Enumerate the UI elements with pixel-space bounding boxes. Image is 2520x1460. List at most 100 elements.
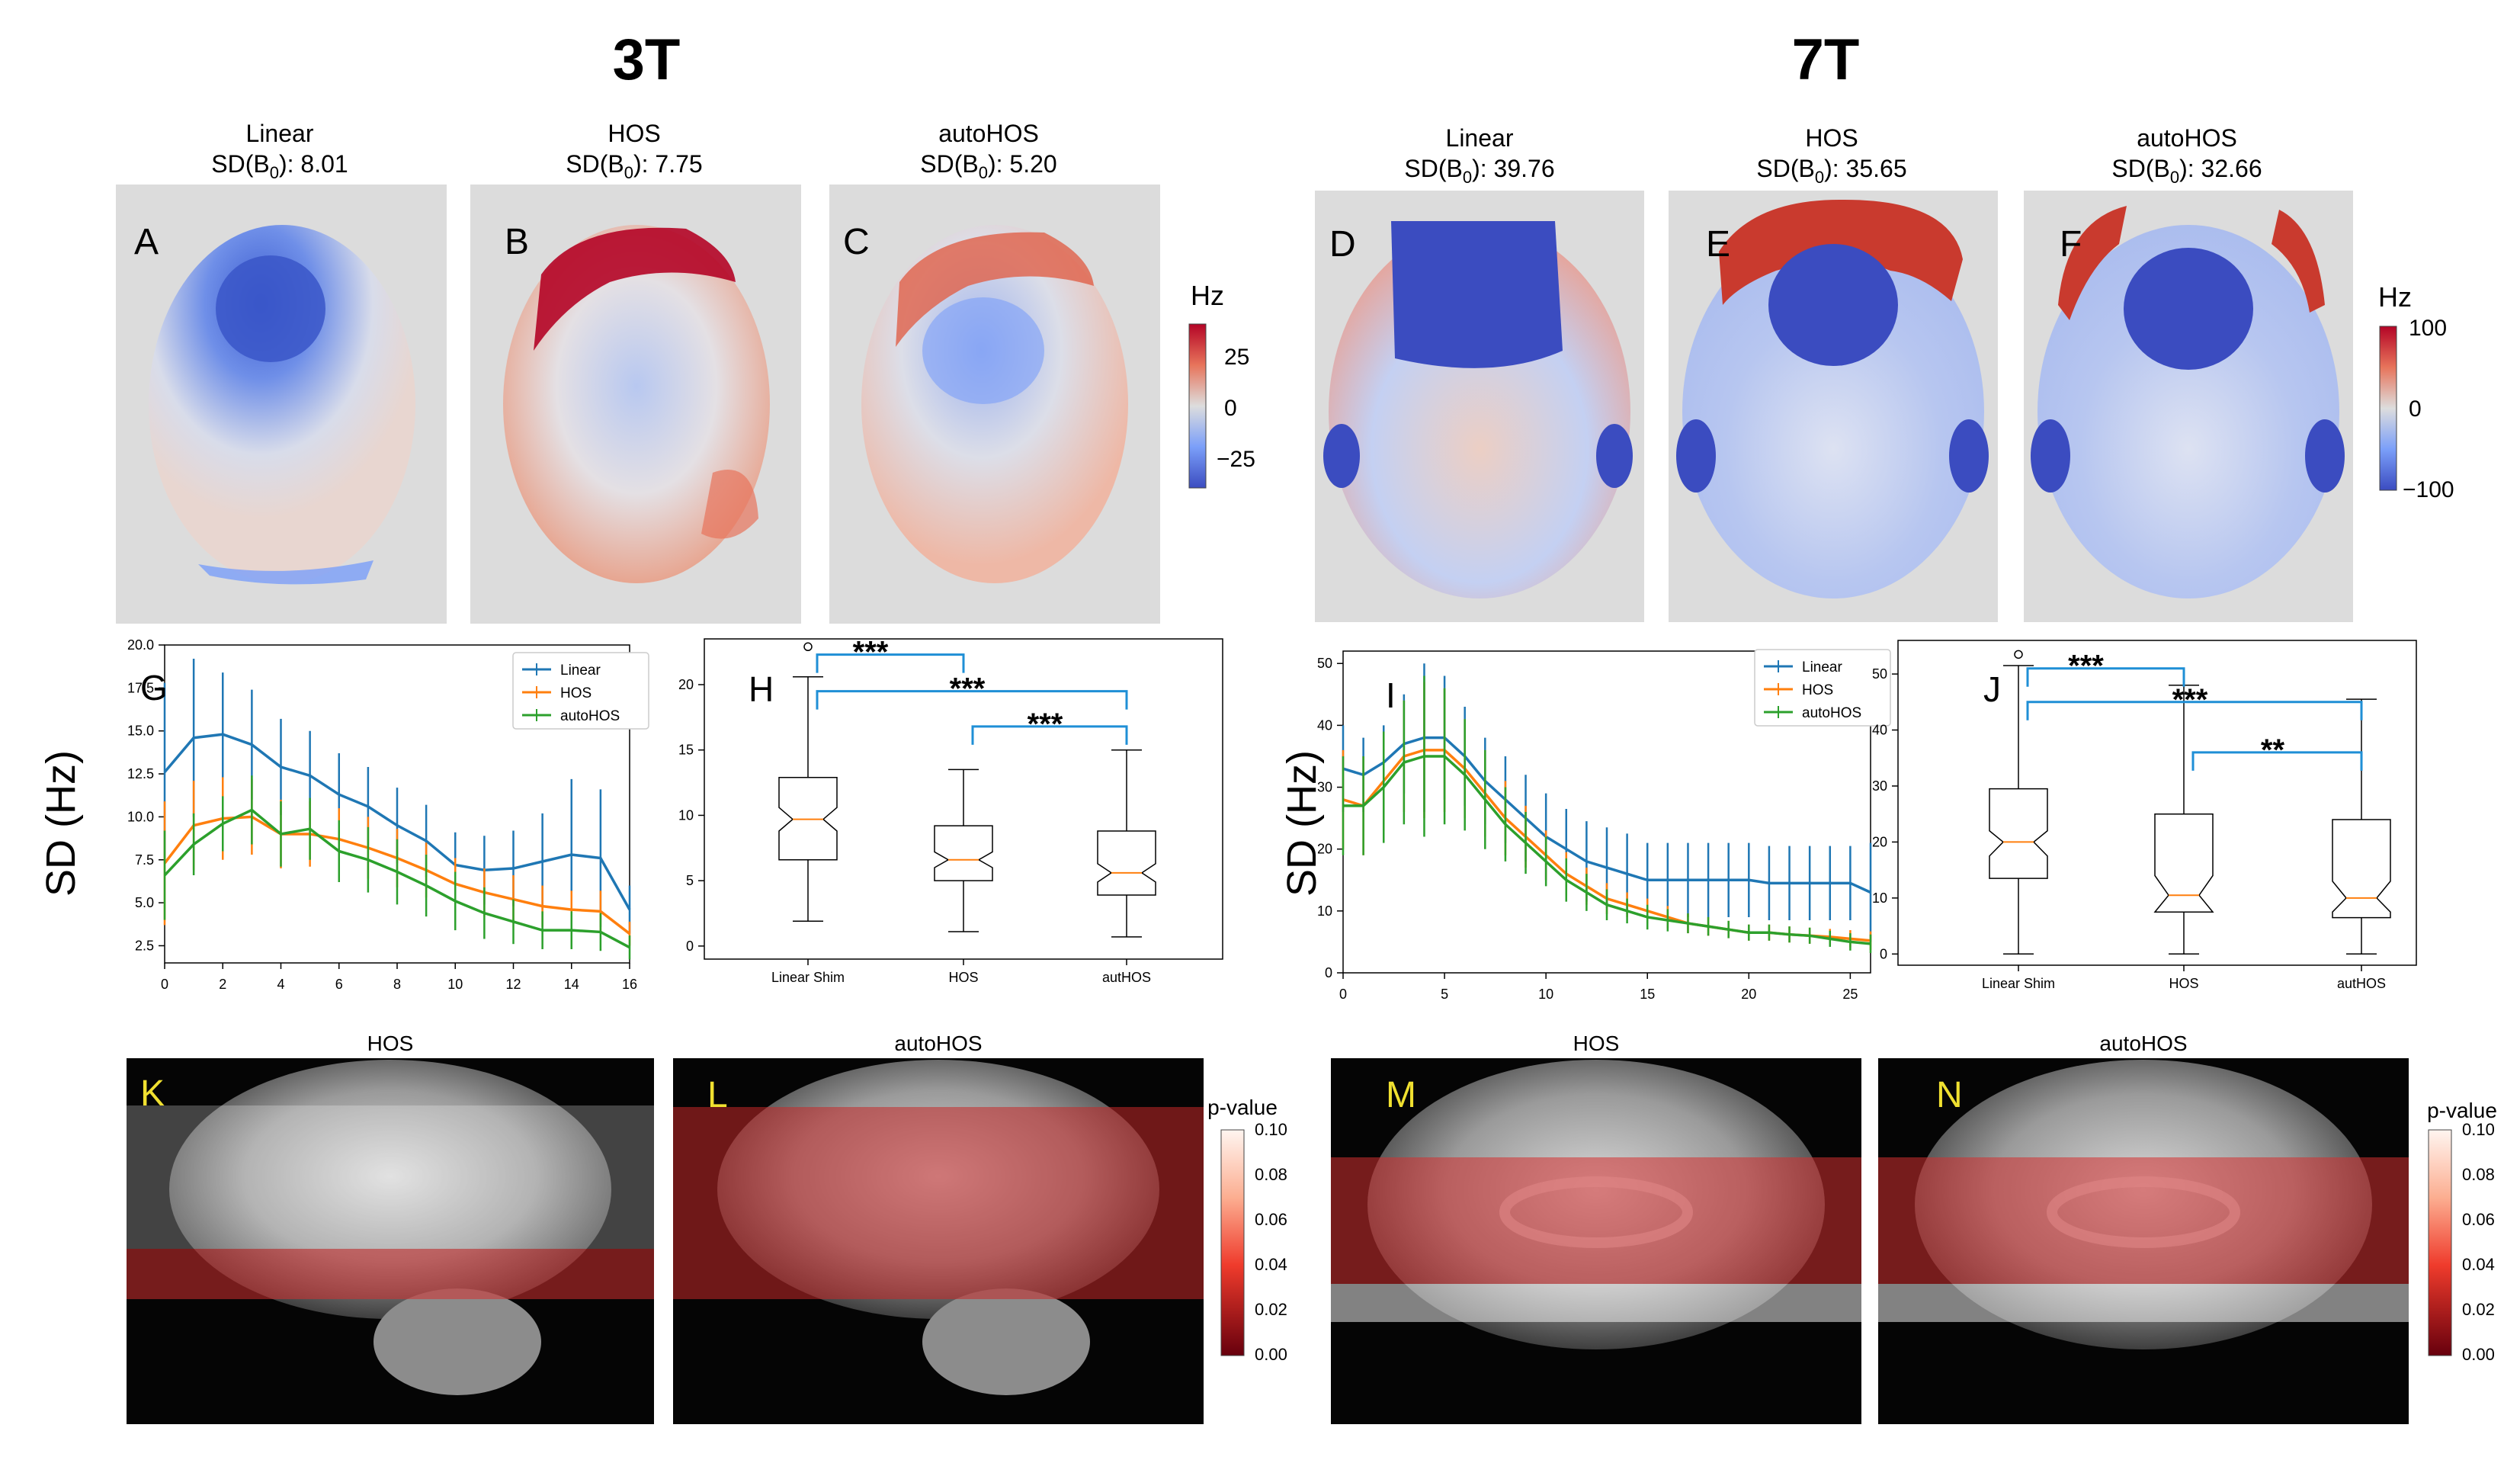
brain-edge [198, 560, 374, 585]
x-tick-label: 16 [622, 977, 637, 992]
chart-h: 0 5 10 15 20 Linear Shim HOS autHOS *** *** *** H [678, 636, 1223, 985]
brain-field-map [149, 225, 415, 583]
field-coldspot [1391, 221, 1563, 368]
colorbar-tick: 0.00 [2462, 1345, 2495, 1364]
field-coldspot [1768, 244, 1898, 366]
chart-g: 0 2 4 6 8 10 12 14 16 2.5 5.0 7.5 10.0 12.5 15.0 17.5 20… [127, 637, 649, 992]
colorbar-pvalue-3t: p-value 0.10 0.08 0.06 0.04 0.02 0.00 [1207, 1096, 1287, 1364]
series-line [163, 808, 630, 949]
series-line [163, 733, 631, 910]
panel-letter: B [505, 222, 529, 262]
y-tick-label: 10.0 [127, 809, 154, 824]
y-tick-label: 50 [1872, 666, 1887, 682]
overlay-band-faint [1878, 1284, 2409, 1322]
overlay-band [1878, 1157, 2409, 1284]
significance-bracket [2191, 751, 2363, 771]
field-coldspot [922, 297, 1044, 404]
outlier-point [803, 642, 813, 652]
y-tick-label: 10 [1317, 903, 1332, 919]
x-tick-label: 14 [564, 977, 579, 992]
colorbar-title: Hz [1191, 280, 1224, 311]
overlay-band [1331, 1157, 1861, 1284]
significance-bracket [2026, 667, 2185, 687]
panel-letter: D [1329, 224, 1356, 265]
x-tick-label: 25 [1842, 987, 1858, 1002]
map-panel-b: HOS SD(B0): 7.75 B [470, 120, 801, 624]
colorbar-tick: 0.10 [1255, 1120, 1287, 1139]
legend-box [1754, 649, 1891, 727]
sagittal-panel-l: autoHOS L [673, 1032, 1204, 1424]
field-coldspot-right [1949, 419, 1989, 493]
field-coldspot-right [1596, 424, 1633, 488]
y-axis-title: SD (Hz) [38, 750, 84, 897]
colorbar-tick: 0.06 [1255, 1210, 1287, 1229]
series-line [1343, 755, 1871, 945]
mri-cerebellum [922, 1288, 1090, 1395]
significance-label: *** [853, 636, 889, 669]
map-title: HOS [608, 120, 660, 147]
map-panel-e: HOS SD(B0): 35.65 E [1669, 124, 1998, 622]
brain-field-map [2037, 225, 2339, 598]
field-hotspot-right [2272, 210, 2325, 313]
panel-letter: I [1386, 675, 1396, 715]
overlay-band-strong [127, 1249, 654, 1299]
series-line [1342, 736, 1871, 894]
sagittal-title: HOS [367, 1032, 414, 1055]
y-axis-title: SD (Hz) [1279, 750, 1325, 897]
x-tick-label: 12 [505, 977, 521, 992]
colorbar-tick: 0.08 [1255, 1165, 1287, 1184]
panel-letter: C [843, 222, 870, 262]
map-sd-label: SD(B0): 8.01 [211, 150, 348, 182]
colorbar-gradient [2379, 326, 2397, 491]
brain-field-map [861, 225, 1128, 583]
x-tick-label: 2 [219, 977, 226, 992]
sagittal-title: autoHOS [894, 1032, 982, 1055]
outlier-point [2014, 650, 2023, 659]
brain-field-map [503, 225, 770, 583]
y-tick-label: 0 [1325, 965, 1332, 980]
map-sd-label: SD(B0): 7.75 [566, 150, 702, 182]
y-tick-label: 15 [678, 743, 694, 758]
x-tick-label: Linear Shim [1982, 976, 2055, 991]
x-tick-label: autHOS [1102, 970, 1151, 985]
map-sd-label: SD(B0): 5.20 [920, 150, 1056, 182]
legend-label: HOS [560, 685, 592, 701]
y-tick-label: 17.5 [127, 680, 154, 695]
colorbar-tick: −25 [1217, 447, 1255, 472]
colorbar-tick: 0.06 [2462, 1210, 2495, 1229]
legend-box [512, 652, 649, 730]
field-hotspot [534, 227, 736, 351]
colorbar-tick: 0.00 [1255, 1345, 1287, 1364]
map-panel-f: autoHOS SD(B0): 32.66 F [2024, 124, 2353, 622]
colorbar-ticks: 0.10 0.08 0.06 0.04 0.02 0.00 [1255, 1120, 1287, 1364]
overlay-band-faint [127, 1105, 654, 1249]
colorbar-tick: 0.02 [1255, 1300, 1287, 1319]
overlay-band [673, 1107, 1204, 1299]
map-title: HOS [1805, 124, 1858, 152]
field-maps-3t: Linear SD(B0): 8.01 A HOS SD(B0): 7.75 B… [116, 120, 1255, 624]
colorbar-tick: 0 [1224, 396, 1237, 421]
significance-bracket [816, 690, 1128, 710]
sagittal-panel-k: HOS K [127, 1032, 654, 1424]
panel-letter: A [134, 222, 159, 262]
box [1989, 788, 2048, 879]
panel-letter: G [140, 668, 168, 708]
x-tick-label: 6 [335, 977, 343, 992]
significance-bracket [2026, 701, 2363, 720]
y-tick-label: 10 [1872, 890, 1887, 906]
y-tick-label: 50 [1317, 656, 1332, 671]
y-tick-label: 5.0 [135, 895, 154, 910]
colorbar-hz-7t: Hz 100 0 −100 [2378, 281, 2454, 502]
legend-label: HOS [1802, 682, 1833, 698]
y-tick-label: 2.5 [135, 938, 154, 953]
colorbar-ticks: 0.10 0.08 0.06 0.04 0.02 0.00 [2462, 1120, 2495, 1364]
x-tick-label: HOS [2169, 976, 2198, 991]
x-tick-label: 10 [1538, 987, 1553, 1002]
legend-label: autoHOS [1802, 705, 1861, 721]
y-tick-label: 12.5 [127, 766, 154, 781]
colorbar-tick: 0.08 [2462, 1165, 2495, 1184]
sagittal-title: HOS [1573, 1032, 1620, 1055]
panel-letter: N [1936, 1075, 1963, 1115]
